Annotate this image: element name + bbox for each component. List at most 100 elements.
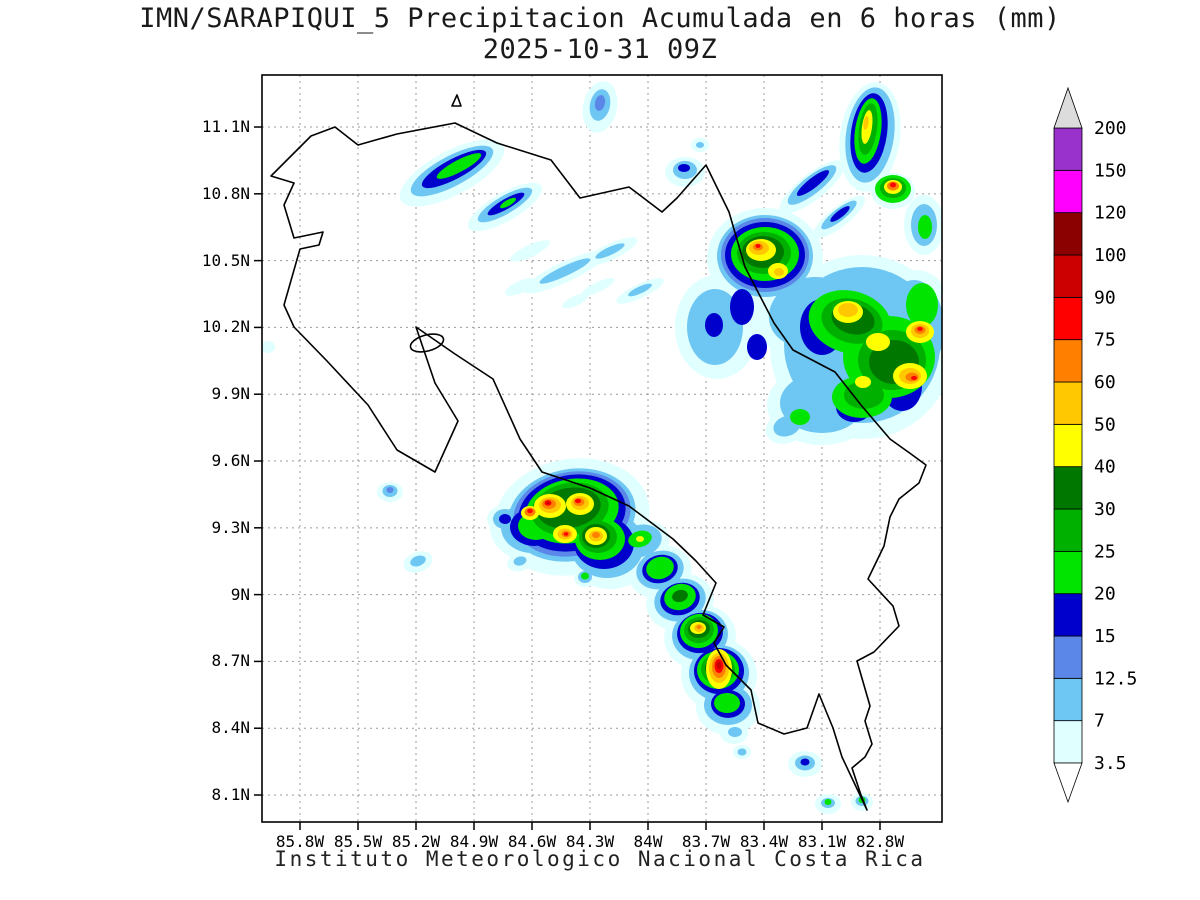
lon-tick-label: 85.5W xyxy=(333,832,383,851)
map-title: IMN/SARAPIQUI_5 Precipitacion Acumulada … xyxy=(139,3,1061,34)
precip-cell xyxy=(800,758,810,766)
lon-tick-label: 84.3W xyxy=(565,832,615,851)
precip-cell xyxy=(790,409,810,425)
colorbar-tick-label: 150 xyxy=(1094,160,1127,181)
gulf-head-inlet xyxy=(409,333,445,353)
precip-cell xyxy=(678,164,690,172)
lon-tick-label: 84W xyxy=(633,832,663,851)
colorbar-segment xyxy=(1053,212,1083,256)
colorbar-tick-label: 90 xyxy=(1094,287,1116,308)
precip-cell xyxy=(730,289,754,325)
precip-cell xyxy=(410,555,426,567)
precip-cell xyxy=(774,268,784,276)
precip-cell xyxy=(527,508,533,514)
precip-cell xyxy=(581,278,615,296)
precip-cell xyxy=(509,240,551,262)
precip-cell xyxy=(844,381,884,409)
colorbar-segment xyxy=(1053,254,1083,298)
colorbar-tick-label: 40 xyxy=(1094,457,1116,478)
colorbar-segment xyxy=(1053,339,1083,383)
map-datetime: 2025-10-31 09Z xyxy=(482,34,718,65)
colorbar-tick-label: 30 xyxy=(1094,499,1116,520)
precip-cell xyxy=(824,799,832,805)
precip-cell xyxy=(714,693,740,713)
lon-tick-label: 83.4W xyxy=(739,832,789,851)
lon-tick-label: 85.2W xyxy=(391,832,441,851)
colorbar-tick-label: 20 xyxy=(1094,584,1116,605)
colorbar-tick-label: 120 xyxy=(1094,203,1127,224)
lat-tick-label: 10.2N xyxy=(201,317,250,337)
precip-cell xyxy=(737,748,747,756)
lat-tick-label: 8.7N xyxy=(211,651,250,671)
precip-cell xyxy=(575,498,581,504)
precip-cell xyxy=(594,95,606,111)
lat-tick-label: 8.4N xyxy=(211,718,250,738)
precip-cell xyxy=(505,278,535,296)
precip-cell xyxy=(499,514,511,524)
colorbar-segment xyxy=(1053,593,1083,637)
precip-cell xyxy=(592,532,600,538)
precip-cell xyxy=(546,501,550,505)
precip-cell xyxy=(918,215,932,239)
precip-cell xyxy=(696,625,702,629)
precip-cell xyxy=(796,170,830,196)
colorbar-tick-label: 50 xyxy=(1094,414,1116,435)
map-frame xyxy=(261,74,943,823)
precip-cell xyxy=(911,376,917,380)
colorbar-below-min-arrow xyxy=(1053,762,1083,804)
lon-tick-label: 83.7W xyxy=(681,832,731,851)
colorbar-segment xyxy=(1053,508,1083,552)
precip-cell xyxy=(262,341,275,353)
institution-footer: Instituto Meteorologico Nacional Costa R… xyxy=(274,847,926,871)
colorbar-tick-label: 75 xyxy=(1094,330,1116,351)
colorbar-tick-label: 15 xyxy=(1094,626,1116,647)
colorbar-segment xyxy=(1053,550,1083,595)
colorbar-tick-label: 25 xyxy=(1094,541,1116,562)
lon-tick-label: 84.6W xyxy=(507,832,557,851)
lon-tick-label: 82.8W xyxy=(855,832,905,851)
precip-cell xyxy=(747,334,767,360)
lat-tick-label: 9.3N xyxy=(211,517,250,537)
precip-cell xyxy=(917,327,923,331)
precip-cell xyxy=(646,556,674,580)
precip-cell xyxy=(716,661,722,669)
precip-cell xyxy=(755,244,761,248)
lon-tick-label: 85.8W xyxy=(275,832,325,851)
precip-cell xyxy=(562,293,588,309)
colorbar-segment xyxy=(1053,720,1083,764)
precip-cell xyxy=(906,283,938,327)
colorbar-tick-label: 12.5 xyxy=(1094,668,1137,689)
lon-tick-label: 84.9W xyxy=(449,832,499,851)
colorbar-segment xyxy=(1053,127,1083,171)
colorbar-segment xyxy=(1053,169,1083,214)
precip-cell xyxy=(636,536,644,542)
precip-cell xyxy=(513,556,527,566)
border-islet xyxy=(451,94,462,107)
precipitation-shading xyxy=(262,81,942,814)
precip-cell xyxy=(595,243,625,259)
precip-cell xyxy=(890,182,896,188)
precip-cell xyxy=(728,727,742,737)
colorbar-segment xyxy=(1053,635,1083,679)
colorbar-tick-label: 100 xyxy=(1094,245,1127,266)
lat-tick-label: 9N xyxy=(230,584,250,604)
map-panel xyxy=(254,74,943,830)
colorbar-segment xyxy=(1053,466,1083,510)
precip-cell xyxy=(628,283,652,297)
lat-tick-label: 9.9N xyxy=(211,384,250,404)
precip-cell xyxy=(863,116,869,130)
precip-cell xyxy=(855,376,871,388)
precip-cell xyxy=(581,572,589,580)
colorbar-tick-label: 3.5 xyxy=(1094,753,1127,774)
precip-cell xyxy=(830,206,850,222)
colorbar-segment xyxy=(1053,423,1083,468)
precip-cell xyxy=(500,197,516,209)
colorbar-segment xyxy=(1053,381,1083,425)
precip-cell xyxy=(563,532,569,536)
lat-tick-label: 10.8N xyxy=(201,183,250,203)
costa-rica-coastline xyxy=(270,122,927,811)
precip-cell xyxy=(705,313,723,337)
colorbar-segment xyxy=(1053,296,1083,341)
precip-cell xyxy=(672,589,688,603)
